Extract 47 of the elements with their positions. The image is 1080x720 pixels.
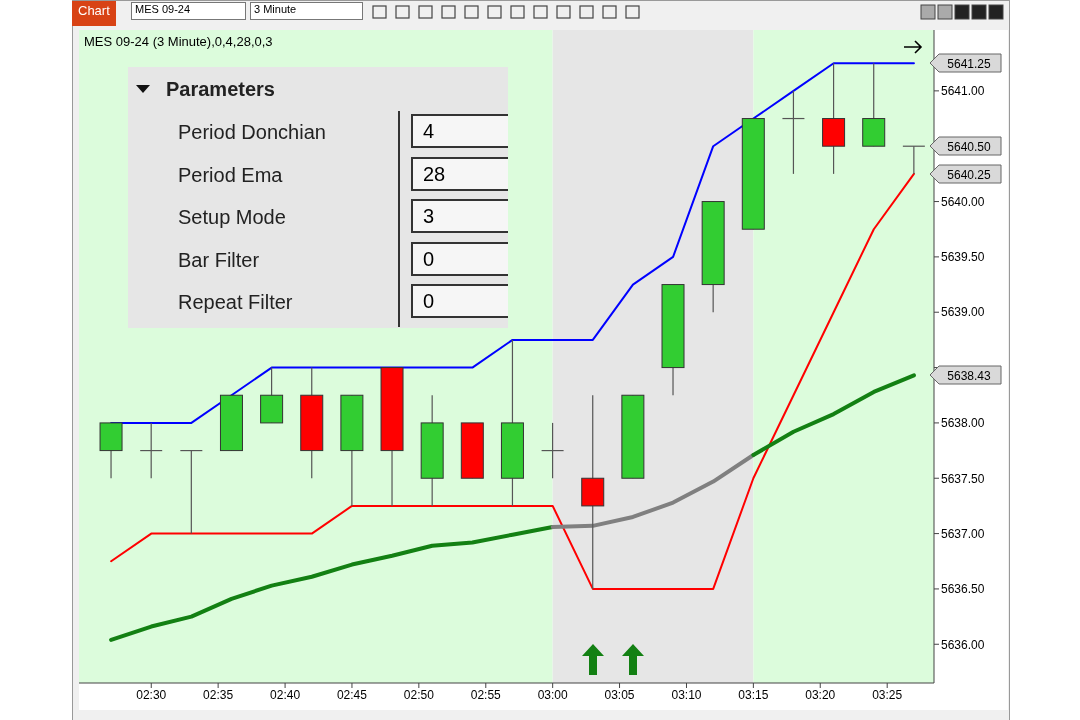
y-tick-label: 5636.00 (941, 637, 985, 652)
candlestick (139, 422, 163, 479)
x-tick-label: 03:20 (805, 687, 836, 702)
y-tick-label: 5636.50 (941, 582, 985, 597)
line-series (751, 373, 916, 457)
y-tick-label: 5638.00 (941, 416, 985, 431)
annotation: 28 (411, 156, 508, 191)
text: Chart (72, 1, 116, 26)
x-tick-label: 02:40 (270, 687, 301, 702)
text: 5638.43 (947, 368, 992, 383)
y-tick-label: 5640.00 (941, 194, 985, 209)
x-tick-label: 03:10 (671, 687, 702, 702)
candlestick (902, 145, 926, 175)
x-tick-label: 03:05 (604, 687, 635, 702)
annotation: 0 (411, 241, 508, 276)
x-tick-label: 02:50 (403, 687, 435, 702)
x-tick-label: 02:35 (203, 687, 234, 702)
text: 3 Minute (250, 2, 363, 20)
x-tick-label: 02:45 (336, 687, 368, 702)
chart-title: MES 09-24 (3 Minute),0,4,28,0,3 (84, 34, 273, 49)
annotation: 3 (411, 199, 508, 233)
x-tick-label: 03:25 (872, 687, 903, 702)
y-tick-label: 5641.00 (941, 84, 985, 99)
candlestick (540, 422, 565, 479)
candlestick (179, 449, 203, 535)
text: MES 09-24 (131, 2, 246, 20)
x-tick-label: 03:15 (738, 687, 769, 702)
y-tick-label: 5639.00 (941, 305, 985, 320)
annotation: 0 (411, 284, 508, 318)
x-tick-label: 02:55 (470, 687, 502, 702)
candlestick (781, 90, 806, 175)
annotation: Period Ema (178, 163, 283, 187)
y-tick-label: 5637.50 (941, 471, 985, 486)
text: 5640.25 (947, 167, 992, 182)
x-tick-label: 03:00 (537, 687, 568, 702)
y-tick-label: 5637.00 (941, 526, 985, 541)
y-tick-label: 5639.50 (941, 250, 985, 265)
annotation: Setup Mode (178, 206, 286, 229)
annotation: Repeat Filter (178, 291, 293, 314)
text: 5641.25 (947, 56, 992, 71)
annotation: Bar Filter (178, 248, 260, 272)
annotation: Parameters (166, 78, 275, 101)
x-tick-label: 02:30 (136, 687, 167, 702)
annotation: Period Donchian (178, 121, 326, 144)
annotation: 4 (411, 114, 508, 148)
line-series (550, 453, 756, 529)
text: 5640.50 (947, 139, 992, 154)
